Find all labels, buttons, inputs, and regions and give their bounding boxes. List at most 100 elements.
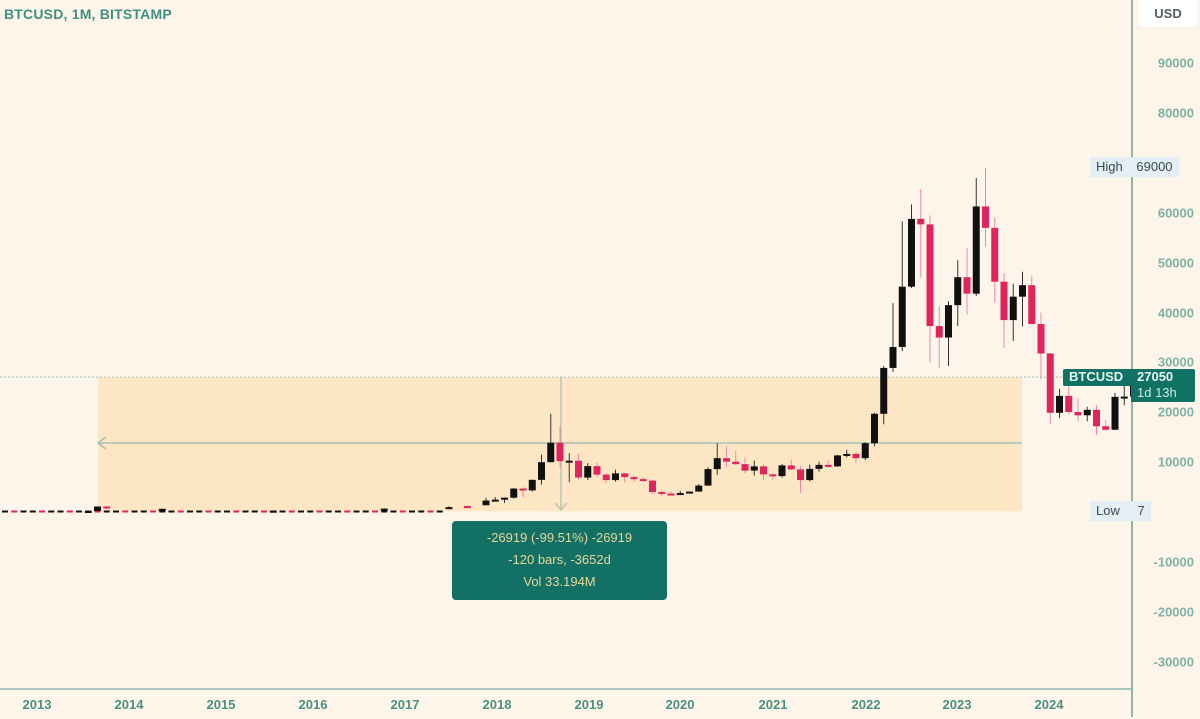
candle-flat [113,510,119,513]
candle-flat [11,510,18,513]
candle-up [954,277,962,306]
candle-flat [196,510,203,513]
candle-up [676,493,684,496]
time-tick-label: 2022 [851,697,881,712]
candle-up [158,508,166,511]
candle-up [843,453,851,456]
candle-up [1111,396,1119,430]
candle-up [806,468,814,481]
measure-bars-duration: -120 bars, -3652d [508,552,611,567]
candle-down [1028,285,1036,325]
candle-flat [335,510,341,513]
price-tick-label: 60000 [1157,205,1194,221]
candle-down [917,218,925,225]
candle-up [547,442,555,463]
candle-up [815,464,823,469]
candle-flat [159,510,166,513]
candle-flat [214,510,221,513]
candlestick-plot[interactable] [0,0,1131,688]
candle-flat [381,510,388,513]
time-tick-label: 2024 [1034,697,1064,712]
price-tick-label: -20000 [1153,604,1194,620]
candle-down [787,465,795,470]
currency-label[interactable]: USD [1139,0,1197,26]
price-axis-divider [1131,0,1133,717]
candle-down [1046,353,1054,413]
candle-down [797,469,804,481]
candle-up [880,367,888,414]
candle-up [1056,395,1063,413]
price-tick-label: -10000 [1153,554,1194,570]
candle-down [935,326,943,338]
time-axis[interactable]: 2013 2014 2015 2016 2017 2018 2019 2020 2021 2022… [0,688,1131,719]
candle-up [704,469,712,486]
candle-flat [362,510,369,513]
candle-down [1065,395,1073,413]
candle-up [713,458,721,470]
last-price-tag: 27050 1d 13h [1131,369,1195,402]
candle-down [963,277,971,294]
candle-flat [205,510,212,513]
candle-up [501,497,508,500]
time-tick-label: 2015 [206,697,236,712]
candle-up [445,507,453,510]
candle-flat [344,510,351,513]
candle-up [380,508,388,511]
candle-flat [316,510,323,513]
candle-flat [261,510,267,513]
candle-up [972,206,980,294]
candle-down [658,492,666,495]
chart-pane[interactable] [0,0,1131,688]
candle-up [898,286,906,347]
candle-down [519,488,527,491]
candle-down [649,480,656,493]
candle-up [750,466,758,471]
candle-down [741,464,749,471]
candle-down [103,506,111,509]
candle-flat [39,510,45,513]
candle-flat [399,510,406,513]
time-tick-label: 2023 [942,697,972,712]
candle-flat [251,510,258,513]
price-axis[interactable]: USD 90000 80000 60000 50000 40000 30000 20000 1… [1131,0,1200,717]
candle-up [1083,409,1091,416]
candle-down [1074,412,1082,416]
low-marker: Low 7 [1090,501,1151,521]
candle-down [723,458,730,462]
candle-flat [409,510,415,513]
candle-down [760,466,767,475]
candle-down [593,466,601,475]
candle-flat [140,510,147,513]
candle-flat [418,510,425,513]
candle-up [778,465,786,477]
high-value: 69000 [1136,159,1173,174]
time-tick-label: 2013 [22,697,52,712]
candle-up [269,510,277,513]
candle-up [528,479,536,491]
candle-flat [224,510,230,513]
time-tick-label: 2017 [390,697,420,712]
candle-down [621,473,629,478]
candle-flat [372,510,378,513]
price-tick-label: 80000 [1157,105,1194,121]
candle-down [630,477,638,480]
candle-down [1093,409,1100,427]
candle-down [602,474,610,481]
candle-flat [168,510,175,513]
high-marker: High 69000 [1090,157,1179,177]
candle-up [491,499,499,502]
candle-down [926,224,934,327]
candle-down [464,506,471,509]
high-label: High [1096,159,1123,174]
candle-up [584,466,592,478]
candle-flat [122,510,129,513]
candle-flat [436,510,443,513]
candle-up [84,511,92,514]
candle-up [612,473,619,481]
candle-down [982,206,989,228]
candle-down [824,464,832,467]
candle-down [1000,281,1008,321]
price-tick-label: 50000 [1157,255,1194,271]
candle-flat [76,510,82,513]
candle-flat [177,510,184,513]
